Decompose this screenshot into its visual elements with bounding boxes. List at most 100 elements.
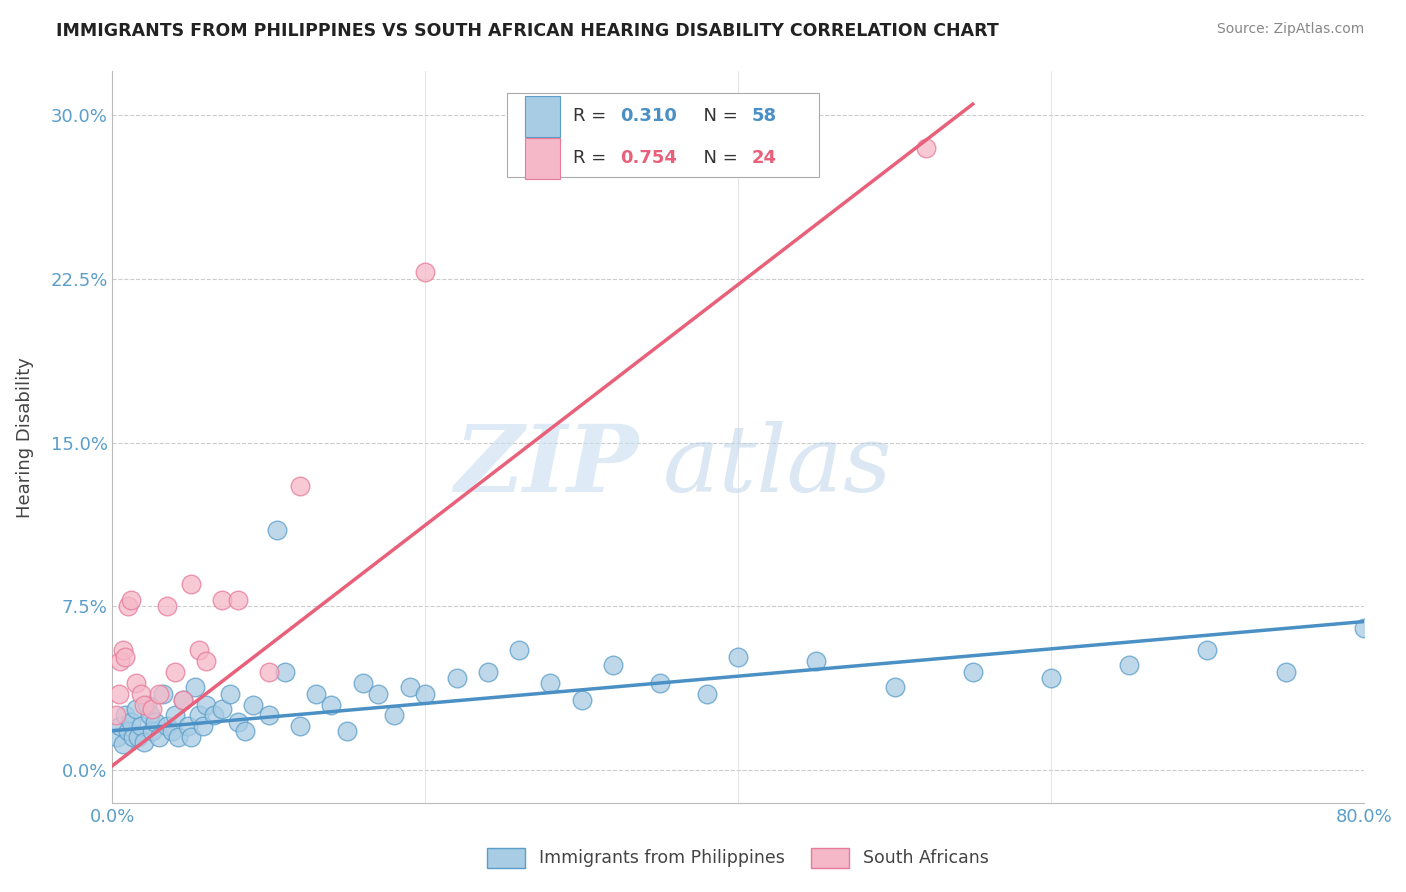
Point (110, 719, 132, 733)
Text: 58: 58 (752, 107, 778, 126)
Point (117, 599, 139, 614)
Point (180, 731, 202, 745)
Text: atlas: atlas (664, 421, 893, 511)
Point (696, 687, 718, 701)
Point (1118, 658, 1140, 673)
Point (187, 708, 209, 723)
Point (143, 714, 166, 729)
Bar (526, 138, 561, 178)
Point (321, 698, 343, 712)
Y-axis label: Hearing Disability: Hearing Disability (15, 357, 34, 517)
Point (413, 687, 436, 701)
Point (152, 687, 174, 701)
Point (129, 719, 152, 733)
Point (602, 658, 624, 673)
Point (120, 714, 142, 729)
Point (290, 479, 312, 493)
Point (1353, 621, 1375, 635)
Text: Source: ZipAtlas.com: Source: ZipAtlas.com (1216, 22, 1364, 37)
Point (135, 698, 157, 712)
Point (132, 698, 155, 712)
Text: 0.310: 0.310 (620, 107, 678, 126)
Point (242, 698, 264, 712)
Point (160, 723, 183, 738)
Point (129, 687, 152, 701)
Point (571, 693, 593, 707)
Point (112, 737, 135, 751)
Point (382, 708, 405, 723)
Point (176, 719, 198, 733)
Point (195, 654, 218, 668)
Point (727, 649, 749, 664)
Point (266, 523, 288, 537)
Point (163, 708, 186, 723)
Point (121, 731, 143, 745)
Point (105, 731, 128, 745)
FancyBboxPatch shape (506, 94, 820, 178)
Point (104, 708, 127, 723)
Point (114, 649, 136, 664)
Text: 24: 24 (752, 150, 778, 168)
Point (1039, 671, 1063, 685)
Point (806, 654, 828, 668)
Point (195, 698, 218, 712)
Point (120, 592, 142, 607)
Point (193, 719, 215, 733)
Point (883, 680, 905, 694)
Point (202, 708, 225, 723)
Legend: Immigrants from Philippines, South Africans: Immigrants from Philippines, South Afric… (481, 840, 995, 874)
Text: N =: N = (692, 150, 744, 168)
Point (367, 687, 389, 701)
Bar (526, 96, 561, 136)
Point (477, 665, 499, 679)
Point (139, 708, 162, 723)
Point (1274, 665, 1296, 679)
Point (257, 708, 280, 723)
Text: IMMIGRANTS FROM PHILIPPINES VS SOUTH AFRICAN HEARING DISABILITY CORRELATION CHAR: IMMIGRANTS FROM PHILIPPINES VS SOUTH AFR… (56, 22, 1000, 40)
Point (538, 675, 561, 690)
Text: R =: R = (574, 107, 612, 126)
Point (125, 702, 148, 716)
Point (112, 643, 135, 657)
Text: 0.754: 0.754 (620, 150, 678, 168)
Point (107, 687, 129, 701)
Point (398, 680, 420, 694)
Text: R =: R = (574, 150, 612, 168)
Point (127, 731, 149, 745)
Point (235, 723, 257, 738)
Point (962, 665, 984, 679)
Point (226, 714, 249, 729)
Point (110, 654, 132, 668)
Point (172, 693, 194, 707)
Point (125, 675, 148, 690)
Point (114, 708, 136, 723)
Point (211, 592, 233, 607)
Point (141, 723, 163, 738)
Point (132, 734, 155, 748)
Point (305, 687, 328, 701)
Text: N =: N = (692, 107, 744, 126)
Point (117, 723, 139, 738)
Point (211, 702, 233, 716)
Point (290, 719, 312, 733)
Point (1197, 643, 1219, 657)
Point (172, 693, 194, 707)
Point (167, 731, 190, 745)
Point (273, 665, 295, 679)
Point (336, 723, 359, 738)
Text: ZIP: ZIP (454, 421, 638, 511)
Point (226, 592, 249, 607)
Point (915, 141, 938, 155)
Point (180, 577, 202, 591)
Point (156, 599, 179, 614)
Point (413, 265, 436, 279)
Point (218, 687, 240, 701)
Point (184, 680, 207, 694)
Point (148, 731, 170, 745)
Point (141, 702, 163, 716)
Point (352, 675, 374, 690)
Point (156, 719, 179, 733)
Point (648, 675, 671, 690)
Point (148, 687, 170, 701)
Point (508, 643, 530, 657)
